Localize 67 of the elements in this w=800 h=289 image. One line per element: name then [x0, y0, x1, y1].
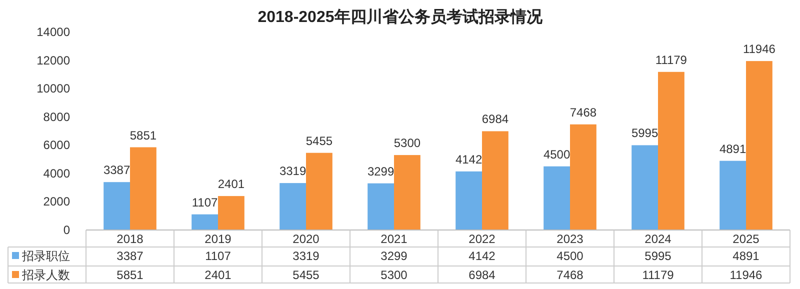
bar — [720, 160, 746, 230]
data-label: 3387 — [103, 163, 130, 178]
bar — [192, 214, 218, 230]
text: 3387 — [116, 249, 144, 263]
bar — [746, 61, 772, 230]
data-label: 1107 — [192, 195, 218, 210]
x-tick-label: 2021 — [380, 232, 408, 246]
text: 3299 — [380, 249, 408, 263]
text: 2401 — [204, 268, 232, 282]
bar — [570, 124, 596, 230]
text: 3319 — [292, 249, 320, 263]
x-tick-label: 2019 — [204, 232, 232, 246]
data-label: 5300 — [394, 136, 421, 150]
y-tick-label: 8000 — [43, 110, 70, 124]
data-label: 7468 — [570, 105, 597, 120]
y-tick-label: 14000 — [36, 25, 70, 39]
bar — [368, 183, 394, 230]
bar — [394, 155, 420, 230]
bar — [632, 145, 658, 230]
legend-label: 招录职位 — [21, 249, 70, 263]
x-tick-label: 2020 — [292, 232, 320, 246]
y-tick-label: 2000 — [43, 194, 70, 209]
x-tick-label: 2018 — [116, 232, 144, 246]
bar — [658, 72, 684, 230]
text: 6984 — [468, 268, 496, 282]
bar — [104, 182, 130, 230]
text: 11179 — [642, 268, 674, 282]
data-label: 11946 — [742, 42, 776, 56]
data-label: 3299 — [367, 164, 394, 178]
data-label: 4142 — [455, 152, 482, 166]
x-tick-label: 2022 — [468, 232, 496, 246]
text: 11946 — [730, 268, 763, 282]
bar — [306, 152, 332, 230]
text: 5851 — [116, 268, 144, 282]
data-label: 11179 — [655, 52, 688, 67]
bar — [544, 166, 570, 230]
text: 4500 — [556, 249, 584, 263]
data-label: 5455 — [306, 134, 333, 148]
x-tick-label: 2024 — [644, 232, 672, 246]
data-label: 2401 — [218, 177, 245, 192]
bar — [218, 196, 244, 230]
x-tick-label: 2025 — [732, 232, 760, 246]
data-label: 4500 — [543, 147, 570, 162]
x-tick-label: 2023 — [556, 232, 584, 246]
bar — [280, 183, 306, 230]
y-tick-label: 12000 — [36, 53, 70, 68]
data-label: 4891 — [719, 142, 746, 156]
y-tick-label: 6000 — [43, 138, 70, 152]
text: 5455 — [292, 268, 320, 282]
data-label: 5995 — [631, 126, 658, 140]
data-label: 6984 — [482, 112, 509, 126]
text: 4891 — [732, 249, 760, 263]
chart-title: 2018-2025年四川省公务员考试招录情况 — [258, 8, 544, 26]
text: 1107 — [205, 249, 232, 263]
text: 7468 — [556, 268, 584, 282]
y-tick-label: 0 — [63, 223, 70, 237]
y-tick-label: 4000 — [43, 166, 70, 180]
text: 5995 — [644, 249, 672, 263]
y-tick-label: 10000 — [36, 82, 70, 96]
text: 4142 — [468, 249, 496, 263]
bar — [482, 131, 508, 230]
text: 5300 — [380, 268, 408, 282]
legend-label: 招录人数 — [21, 268, 70, 282]
data-label: 3319 — [279, 164, 306, 178]
bar — [456, 171, 482, 230]
bar — [130, 147, 156, 230]
data-label: 5851 — [130, 128, 157, 142]
